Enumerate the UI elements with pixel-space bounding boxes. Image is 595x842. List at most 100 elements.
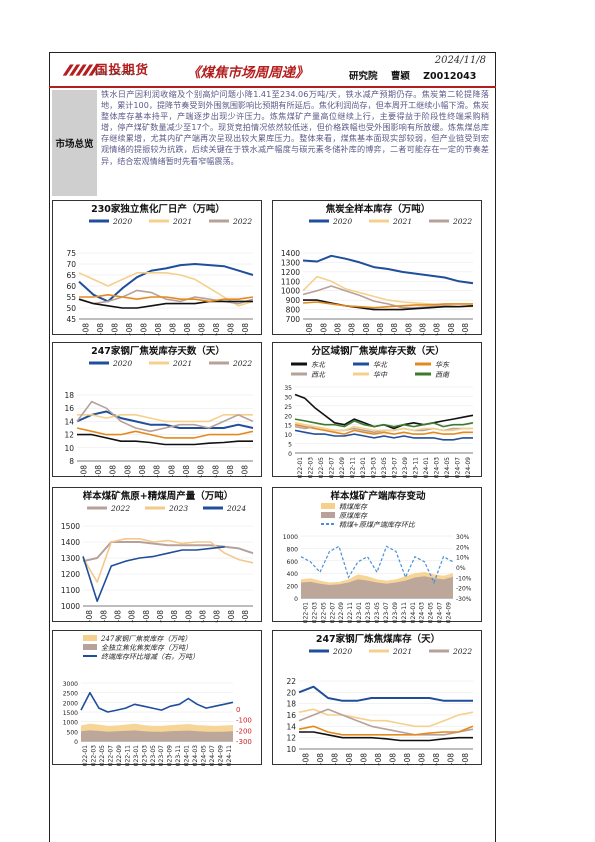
y2-tick-label: 0	[236, 706, 240, 714]
report-header: 国投期货 SDIC FUTURES 《煤焦市场周周递》 2024/11/8 研究…	[49, 52, 496, 88]
y-tick-label: 2000	[63, 700, 78, 707]
area-series	[301, 576, 453, 598]
y-tick-label: 65	[66, 271, 76, 280]
y-tick-label: 1200	[61, 570, 80, 579]
y-tick-label: 10	[284, 432, 292, 439]
y-tick-label: 200	[287, 584, 299, 591]
legend-swatch	[321, 503, 335, 509]
x-tick-label: 2023-03	[141, 745, 148, 766]
x-tick-label: 02-08	[99, 610, 108, 623]
line-series	[77, 414, 253, 423]
x-tick-label: 10-08	[433, 323, 442, 336]
line-series	[77, 433, 253, 446]
y-tick-label: 20	[286, 688, 296, 697]
y-tick-label: 5	[288, 442, 292, 449]
y-tick-label: 8	[69, 457, 74, 466]
line-series	[78, 272, 254, 307]
x-tick-label: 12-08	[241, 610, 250, 623]
legend-label: 华北	[373, 361, 388, 369]
y2-tick-label: -30%	[456, 596, 472, 603]
department: 研究院	[349, 71, 378, 82]
x-tick-label: 07-08	[388, 753, 397, 766]
y-tick-label: 1000	[283, 534, 298, 541]
chart-coke-total-inventory: 247家钢厂焦炭库存（万吨） 全独立焦化焦炭库存（万吨） 终端库存环比增减（右，万吨…	[52, 630, 262, 766]
x-tick-label: 2023-11	[175, 745, 182, 766]
x-tick-label: 06-08	[154, 323, 163, 336]
x-tick-label: 07-08	[168, 323, 177, 336]
line-series	[79, 294, 254, 303]
y-tick-label: 30	[284, 394, 292, 401]
x-tick-label: 10-08	[213, 610, 222, 623]
x-tick-label: 09-08	[197, 465, 206, 478]
y-tick-label: 1500	[61, 522, 80, 531]
x-tick-label: 04-08	[128, 610, 137, 623]
line-series	[294, 429, 473, 441]
x-tick-label: 2022-03	[91, 745, 98, 766]
x-tick-label: 10-08	[211, 465, 220, 478]
y2-tick-label: 10%	[456, 555, 470, 562]
y-tick-label: 25	[284, 404, 292, 411]
y-tick-label: 50	[66, 304, 76, 313]
y-tick-label: 900	[286, 296, 301, 305]
summary-text: 铁水日产因利润收缩及个别高炉问题小降1.41至234.06万吨/天，铁水减产预期…	[101, 89, 489, 166]
license-number: Z0012043	[423, 71, 477, 82]
y-tick-label: 12	[64, 431, 74, 440]
y-tick-label: 60	[66, 282, 76, 291]
x-tick-label: 01-08	[305, 323, 314, 336]
y-tick-label: 18	[64, 391, 74, 400]
x-tick-label: 08-08	[184, 610, 193, 623]
line-series	[299, 731, 473, 742]
x-tick-label: 09-08	[418, 323, 427, 336]
x-tick-label: 02-08	[319, 323, 328, 336]
line-series	[302, 285, 474, 309]
line-series	[298, 725, 474, 736]
y2-tick-label: -300	[236, 738, 252, 746]
y2-tick-label: -10%	[456, 575, 472, 582]
x-tick-label: 08-08	[403, 753, 412, 766]
y-tick-label: 1000	[281, 287, 300, 296]
x-tick-label: 04-08	[345, 753, 354, 766]
x-tick-label: 12-08	[461, 753, 470, 766]
legend-label: 2020	[332, 217, 352, 226]
legend-label: 2021	[392, 217, 412, 226]
y-tick-label: 15	[284, 423, 292, 430]
y-tick-label: 75	[66, 249, 76, 258]
legend-label: 华东	[435, 361, 450, 369]
y2-tick-label: 30%	[456, 534, 470, 541]
y-tick-label: 35	[284, 385, 292, 392]
x-tick-label: 08-08	[404, 323, 413, 336]
line-series	[300, 545, 454, 585]
x-tick-label: 2023-07	[383, 602, 390, 623]
legend-label: 247家钢厂焦炭库存（万吨）	[100, 635, 191, 643]
chart-regional-coke-days: 分区域钢厂焦炭库存天数（天） 东北 华北 华东 西北 华中 西南 0 5 10 15 20 25 30 35…	[272, 342, 482, 478]
chart-title: 分区域钢厂焦炭库存天数（天）	[311, 345, 444, 357]
x-tick-label: 06-08	[376, 323, 385, 336]
x-tick-label: 05-08	[142, 610, 151, 623]
x-tick-label: 07-08	[390, 323, 399, 336]
x-tick-label: 2022-05	[320, 602, 327, 623]
line-series	[80, 691, 234, 713]
y-tick-label: 0	[288, 451, 292, 458]
x-tick-label: 2023-03	[371, 457, 378, 478]
x-tick-label: 05-08	[362, 323, 371, 336]
x-tick-label: 06-08	[153, 465, 162, 478]
report-date: 2024/11/8	[434, 55, 486, 66]
x-tick-label: 2022-03	[308, 457, 315, 478]
x-tick-label: 2024-07	[454, 457, 461, 478]
x-tick-label: 2024-03	[419, 602, 426, 623]
y-tick-label: 1300	[281, 258, 300, 267]
x-tick-label: 2024-05	[428, 602, 435, 623]
x-tick-label: 11-08	[446, 753, 455, 766]
line-series	[76, 410, 254, 429]
y-tick-label: 600	[287, 559, 299, 566]
y-tick-label: 500	[67, 729, 79, 736]
y-tick-label: 16	[64, 404, 74, 413]
y2-tick-label: -100	[236, 717, 252, 725]
y-tick-label: 2500	[63, 691, 78, 698]
area-series	[81, 730, 233, 741]
report-author: 研究院 曹颖 Z0012043	[349, 68, 486, 82]
chart-title: 焦炭全样本库存（万吨）	[325, 203, 431, 215]
x-tick-label: 2023-09	[392, 602, 399, 623]
legend-label: 西北	[311, 371, 326, 379]
chart-mill-coal-days: 247家钢厂炼焦煤库存（天） 2020 2021 2022 10 12 14 16 18 20 22…	[272, 630, 482, 766]
